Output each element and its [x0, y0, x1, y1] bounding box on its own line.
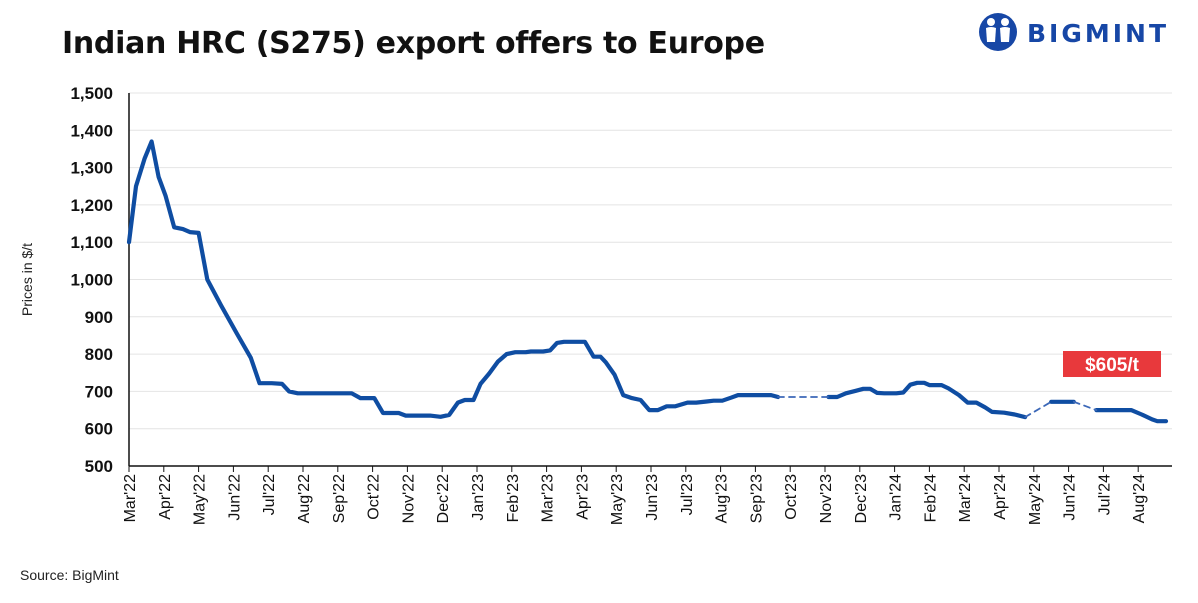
y-tick-label: 1,300 [70, 159, 113, 178]
series-line-solid [1094, 408, 1169, 424]
x-tick-label: Jan'23 [470, 474, 487, 521]
y-tick-label: 600 [85, 420, 113, 439]
x-tick-label: Dec'23 [853, 474, 870, 523]
x-tick-label: Apr'24 [992, 474, 1009, 520]
y-tick-label: 1,000 [70, 271, 113, 290]
x-tick-label: Oct'22 [366, 474, 383, 520]
series-line-solid [126, 139, 781, 419]
x-tick-label: Sep'22 [331, 474, 348, 523]
x-tick-label: Feb'24 [922, 474, 939, 523]
x-tick-label: Jul'22 [261, 474, 278, 515]
y-tick-label: 1,500 [70, 84, 113, 103]
y-tick-label: 700 [85, 382, 113, 401]
x-tick-label: Mar'23 [540, 474, 557, 523]
price-annotation: $605/t [1063, 351, 1161, 377]
grid-lines [129, 92, 1172, 430]
x-tick-label: Aug'23 [714, 474, 731, 523]
x-tick-label: Jun'24 [1062, 474, 1079, 521]
x-tick-label: May'23 [609, 474, 626, 525]
y-tick-label: 1,200 [70, 196, 113, 215]
x-tick-label: Nov'22 [400, 474, 417, 523]
brand-logo: BIGMINT [978, 10, 1178, 54]
annotation-text: $605/t [1085, 355, 1140, 376]
series-line-solid [826, 380, 1028, 420]
series-line-dashed [1072, 400, 1098, 412]
y-tick-label: 500 [85, 457, 113, 476]
x-axis-ticks: Mar'22 Apr'22 May'22 Jun'22 Jul'22 Aug'22 Sep'… [122, 466, 1148, 525]
source-note: Source: BigMint [20, 567, 119, 583]
x-tick-label: Apr'23 [574, 474, 591, 520]
x-tick-label: May'22 [192, 474, 209, 525]
y-tick-label: 1,100 [70, 233, 113, 252]
x-tick-label: Jun'23 [644, 474, 661, 521]
x-tick-label: Oct'23 [783, 474, 800, 520]
x-tick-label: Apr'22 [157, 474, 174, 520]
x-tick-label: Mar'24 [957, 474, 974, 523]
y-tick-label: 800 [85, 345, 113, 364]
x-tick-label: Jun'22 [226, 474, 243, 521]
x-tick-label: Mar'22 [122, 474, 139, 523]
x-tick-label: Aug'22 [296, 474, 313, 523]
series-lines [126, 139, 1169, 424]
annotation-box [1063, 351, 1161, 377]
x-tick-label: Jan'24 [888, 474, 905, 521]
x-tick-label: Sep'23 [748, 474, 765, 523]
y-tick-label: 1,400 [70, 121, 113, 140]
x-tick-label: Jul'24 [1096, 474, 1113, 515]
bigmint-emblem-icon [979, 13, 1017, 51]
axes [128, 93, 1172, 467]
x-tick-label: Nov'23 [818, 474, 835, 523]
y-axis-label: Prices in $/t [19, 243, 35, 316]
x-tick-label: Dec'22 [435, 474, 452, 523]
y-axis-ticks: 500 600 700 800 900 1,000 1,100 1,200 1,300 1,400… [70, 84, 113, 476]
x-tick-label: Jul'23 [679, 474, 696, 515]
chart-title: Indian HRC (S275) export offers to Europ… [62, 26, 765, 61]
x-tick-label: Aug'24 [1131, 474, 1148, 523]
x-tick-label: May'24 [1027, 474, 1044, 525]
series-line-dashed [1024, 400, 1053, 419]
brand-name: BIGMINT [1027, 19, 1170, 48]
y-tick-label: 900 [85, 308, 113, 327]
x-tick-label: Feb'23 [505, 474, 522, 523]
